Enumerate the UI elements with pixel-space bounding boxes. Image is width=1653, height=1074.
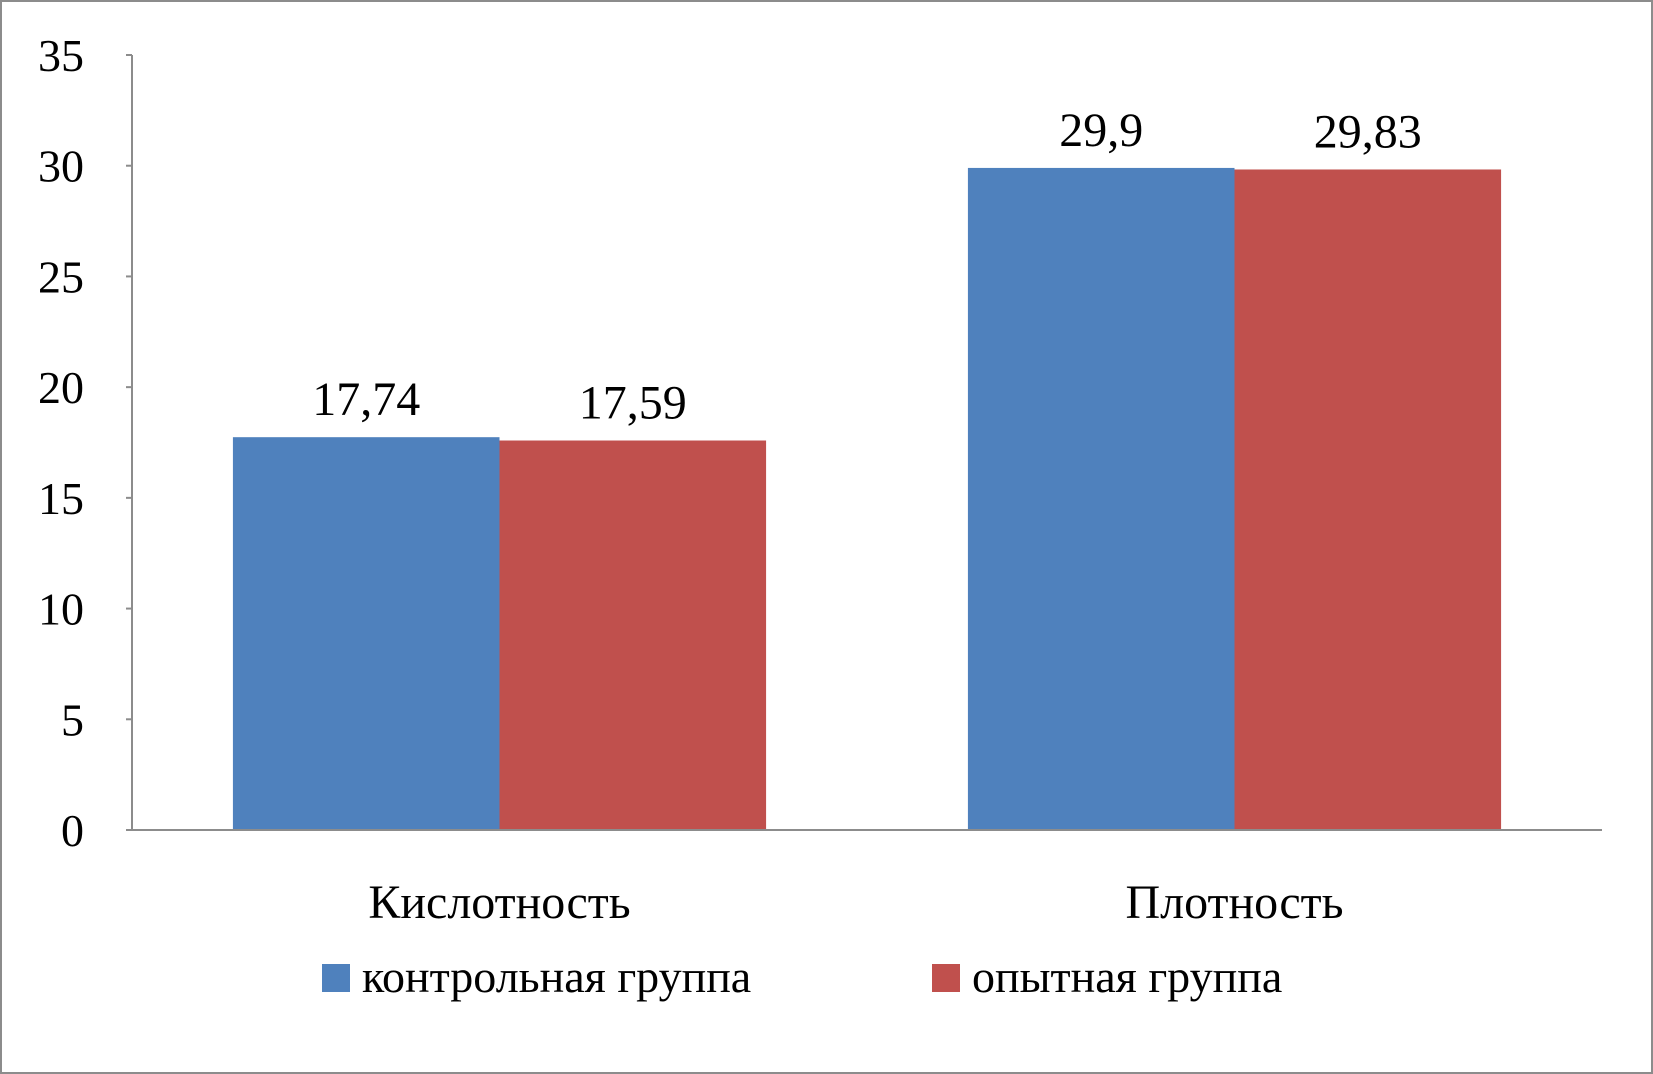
y-tick-label: 5	[61, 694, 84, 745]
legend: контрольная группа опытная группа	[322, 951, 1282, 1002]
legend-swatch	[322, 964, 350, 992]
legend-swatch	[932, 964, 960, 992]
data-label: 29,83	[1314, 105, 1422, 158]
y-axis-ticks: 0 5 10 15 20 25 30 35	[38, 30, 132, 856]
data-label: 17,59	[579, 377, 687, 430]
y-tick-label: 35	[38, 30, 84, 81]
data-labels: 17,74 17,59 29,9 29,83	[312, 104, 1422, 430]
x-category-label: Кислотность	[368, 876, 630, 929]
legend-label: контрольная группа	[362, 951, 751, 1002]
bar-experimental-1	[499, 440, 767, 830]
data-label: 29,9	[1059, 104, 1143, 157]
y-tick-label: 10	[38, 584, 84, 635]
bar-experimental-2	[1234, 169, 1502, 830]
y-tick-label: 25	[38, 251, 84, 302]
bar-control-1	[232, 437, 500, 830]
legend-label: опытная группа	[972, 951, 1282, 1002]
y-tick-label: 30	[38, 141, 84, 192]
y-tick-label: 0	[61, 805, 84, 856]
y-tick-label: 15	[38, 473, 84, 524]
y-tick-label: 20	[38, 362, 84, 413]
bars	[232, 167, 1502, 830]
bar-control-2	[967, 167, 1235, 830]
x-axis-labels: Кислотность Плотность	[368, 876, 1343, 929]
data-label: 17,74	[312, 373, 420, 426]
x-category-label: Плотность	[1125, 876, 1343, 929]
